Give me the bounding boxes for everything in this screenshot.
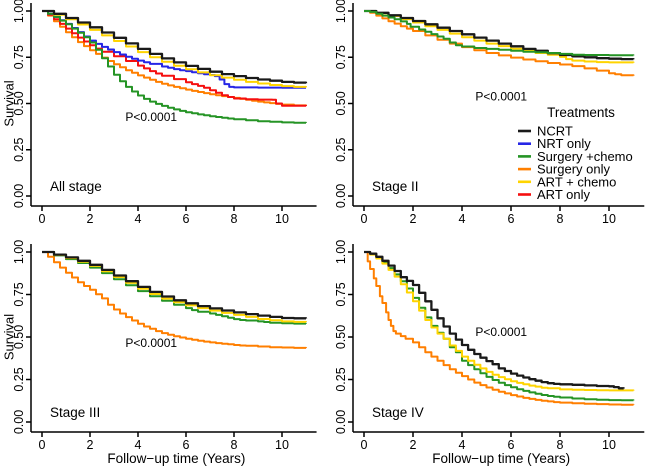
curve-surgery-only <box>364 10 635 77</box>
y-tick-label: 1.00 <box>334 0 348 23</box>
y-axis-title: Survival <box>2 314 17 360</box>
x-tick-label: 6 <box>183 438 190 452</box>
x-tick-label: 6 <box>508 438 515 452</box>
y-tick-label: 0.50 <box>12 91 26 115</box>
y-tick-label: 1.00 <box>334 240 348 264</box>
x-tick-label: 8 <box>231 212 238 226</box>
curve-surgery-only <box>42 251 307 349</box>
p-value: P<0.0001 <box>475 325 527 339</box>
curve-art-chemo <box>364 251 635 392</box>
legend-label-ncrt: NCRT <box>537 124 573 139</box>
x-tick-label: 0 <box>361 212 368 226</box>
legend-label-surgery-chemo: Surgery +chemo <box>537 149 633 164</box>
panel-title: Stage II <box>372 179 419 194</box>
y-tick-label: 0.50 <box>334 325 348 349</box>
y-tick-label: 0.75 <box>334 45 348 69</box>
y-tick-label: 0.75 <box>12 282 26 306</box>
legend-label-art-only: ART only <box>537 187 590 202</box>
x-axis-title: Follow−up time (Years) <box>432 451 570 466</box>
legend-label-surgery-only: Surgery only <box>537 162 610 177</box>
curve-ncrt <box>364 250 625 390</box>
curve-surgery-chemo <box>42 251 307 325</box>
x-tick-label: 6 <box>183 212 190 226</box>
y-tick-label: 0.25 <box>334 367 348 391</box>
curve-ncrt <box>364 9 635 61</box>
x-tick-label: 0 <box>39 212 46 226</box>
x-tick-label: 2 <box>87 212 94 226</box>
legend-label-nrt-only: NRT only <box>537 136 591 151</box>
panel-stage-iv: 0 2 4 6 8 10 0.00 0.25 0.50 0.75 1.00 Follow−up tim… <box>334 240 645 466</box>
x-tick-label: 4 <box>135 212 142 226</box>
x-tick-label: 2 <box>87 438 94 452</box>
x-tick-label: 0 <box>39 438 46 452</box>
curve-ncrt <box>42 250 308 320</box>
p-value: P<0.0001 <box>125 336 177 350</box>
p-value: P<0.0001 <box>125 110 177 124</box>
panel-title: Stage IV <box>372 405 424 420</box>
curve-surgery-only <box>364 251 635 406</box>
y-tick-label: 0.25 <box>334 138 348 162</box>
panel-title: Stage III <box>50 405 100 420</box>
curve-surgery-chemo <box>364 10 635 57</box>
y-tick-label: 0.75 <box>334 282 348 306</box>
x-tick-label: 2 <box>410 212 417 226</box>
curve-surgery-only <box>42 10 307 107</box>
x-tick-label: 0 <box>361 438 368 452</box>
legend-label-art-chemo: ART + chemo <box>537 174 616 189</box>
x-axis-title: Follow−up time (Years) <box>107 451 245 466</box>
curve-surgery-chemo <box>364 251 635 402</box>
curve-ncrt <box>42 9 308 84</box>
y-tick-label: 0.50 <box>12 325 26 349</box>
y-tick-label: 1.00 <box>12 0 26 23</box>
x-tick-label: 8 <box>231 438 238 452</box>
panel-title: All stage <box>50 179 102 194</box>
y-tick-label: 0.00 <box>12 410 26 434</box>
y-tick-label: 0.75 <box>12 45 26 69</box>
x-tick-label: 10 <box>275 438 289 452</box>
x-tick-label: 2 <box>410 438 417 452</box>
curve-art-chemo <box>42 251 307 323</box>
curve-surgery-chemo <box>42 10 307 124</box>
y-tick-label: 1.00 <box>12 240 26 264</box>
y-axis-title: Survival <box>2 80 17 126</box>
x-tick-label: 8 <box>557 212 564 226</box>
y-tick-label: 0.25 <box>12 367 26 391</box>
panel-stage-iii: 0 2 4 6 8 10 0.00 0.25 0.50 0.75 1.00 Survival Follo… <box>2 240 317 466</box>
x-tick-label: 4 <box>135 438 142 452</box>
y-tick-label: 0.00 <box>334 184 348 208</box>
y-tick-label: 0.25 <box>12 138 26 162</box>
y-tick-label: 0.50 <box>334 91 348 115</box>
panel-stage-ii: 0 2 4 6 8 10 0.00 0.25 0.50 0.75 1.00 Stage II P<0.0… <box>334 0 645 226</box>
x-tick-label: 10 <box>602 438 616 452</box>
p-value: P<0.0001 <box>475 90 527 104</box>
y-tick-label: 0.00 <box>334 410 348 434</box>
y-tick-label: 0.00 <box>12 184 26 208</box>
x-tick-label: 4 <box>459 212 466 226</box>
x-tick-label: 10 <box>602 212 616 226</box>
legend-title: Treatments <box>547 105 615 120</box>
x-tick-label: 6 <box>508 212 515 226</box>
x-tick-label: 10 <box>275 212 289 226</box>
x-tick-label: 4 <box>459 438 466 452</box>
x-tick-label: 8 <box>557 438 564 452</box>
panel-all-stage: 0 2 4 6 8 10 0.00 0.25 0.50 0.75 1.00 Survival All s… <box>2 0 317 226</box>
